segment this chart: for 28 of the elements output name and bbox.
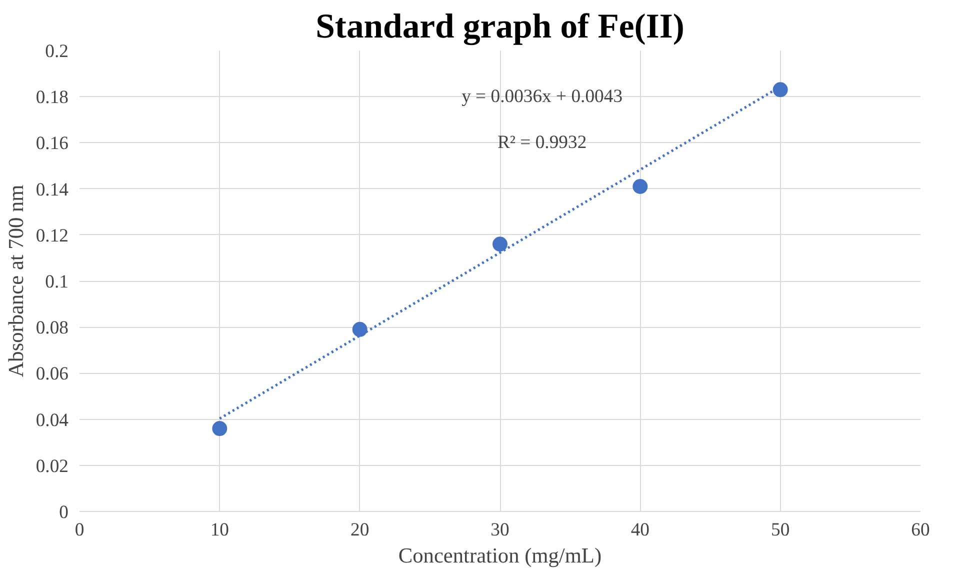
- y-tick-label: 0.04: [36, 410, 70, 431]
- y-tick-label: 0.06: [36, 364, 69, 385]
- y-tick-label: 0.12: [36, 225, 69, 246]
- y-tick-label: 0.16: [36, 133, 69, 154]
- x-tick-label: 60: [911, 520, 930, 540]
- x-tick-label: 50: [771, 520, 790, 540]
- x-axis-title: Concentration (mg/mL): [398, 544, 602, 568]
- point: [352, 322, 368, 337]
- x-tick-label: 20: [350, 520, 370, 540]
- y-tick-label: 0.2: [45, 41, 69, 62]
- point: [772, 82, 788, 98]
- y-tick-label: 0.08: [36, 318, 69, 339]
- y-axis-title: Absorbance at 700 nm: [4, 184, 28, 378]
- annotation: y = 0.0036x + 0.0043: [462, 86, 623, 108]
- chart-title: Standard graph of Fe(II): [316, 8, 684, 46]
- y-tick-label: 0: [59, 502, 68, 523]
- y-tick-label: 0.18: [36, 87, 69, 108]
- x-tick-label: 30: [490, 520, 510, 540]
- annotation: R² = 0.9932: [497, 132, 587, 154]
- point: [492, 236, 508, 252]
- point: [632, 179, 648, 194]
- y-tick-label: 0.1: [45, 272, 69, 292]
- point: [212, 421, 228, 436]
- x-tick-label: 10: [210, 520, 229, 540]
- y-tick-label: 0.14: [36, 179, 70, 200]
- x-tick-label: 40: [630, 520, 650, 540]
- x-tick-label: 0: [74, 520, 84, 540]
- y-tick-label: 0.02: [36, 456, 69, 477]
